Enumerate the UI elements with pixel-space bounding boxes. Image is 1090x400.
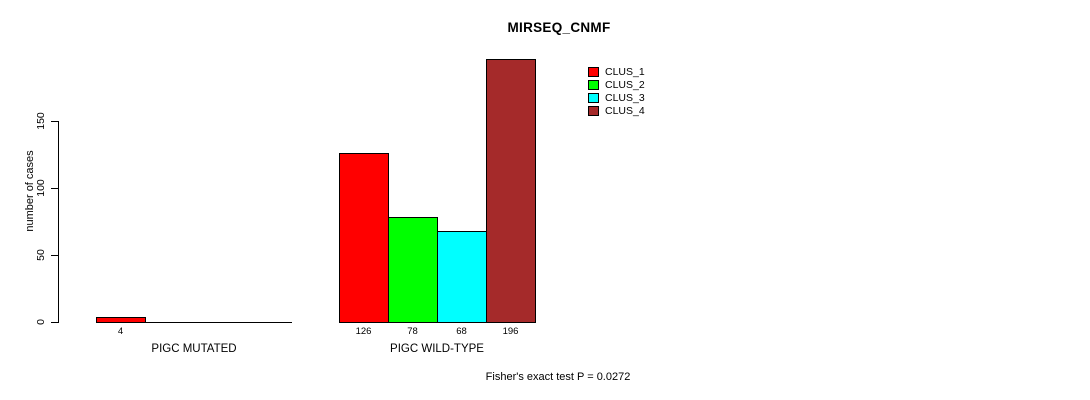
chart-title: MIRSEQ_CNMF — [507, 20, 611, 35]
fisher-test-annotation: Fisher's exact test P = 0.0272 — [485, 371, 631, 383]
group-label-pigc-wild-type: PIGC WILD-TYPE — [390, 343, 484, 355]
y-tick-mark — [51, 187, 58, 189]
bar-count-label: 126 — [355, 326, 372, 337]
y-axis-line — [58, 121, 59, 323]
group-baseline — [96, 322, 292, 323]
legend-label-clus_3: CLUS_3 — [605, 92, 645, 104]
bar-clus_4 — [486, 59, 536, 323]
legend-swatch-clus_1 — [588, 67, 599, 77]
legend-swatch-clus_2 — [588, 80, 599, 90]
y-tick-label: 0 — [35, 319, 47, 325]
legend-swatch-clus_4 — [588, 106, 599, 116]
bar-count-label: 68 — [456, 326, 467, 337]
bar-clus_2 — [388, 217, 438, 323]
y-tick-label: 100 — [35, 178, 47, 197]
bar-count-label: 78 — [407, 326, 418, 337]
legend-swatch-clus_3 — [588, 93, 599, 103]
legend-label-clus_1: CLUS_1 — [605, 66, 645, 78]
y-tick-label: 150 — [35, 111, 47, 130]
bar-clus_3 — [437, 231, 487, 323]
bar-count-label: 196 — [502, 326, 519, 337]
bar-count-label: 4 — [117, 326, 124, 337]
group-label-pigc-mutated: PIGC MUTATED — [151, 343, 237, 355]
y-tick-mark — [51, 254, 58, 256]
bar-clus_1 — [339, 153, 389, 323]
bar-clus_1 — [96, 317, 146, 323]
legend-label-clus_2: CLUS_2 — [605, 79, 645, 91]
y-tick-label: 50 — [35, 248, 47, 261]
y-tick-mark — [51, 120, 58, 122]
legend-label-clus_4: CLUS_4 — [605, 105, 645, 117]
y-tick-mark — [51, 322, 58, 323]
